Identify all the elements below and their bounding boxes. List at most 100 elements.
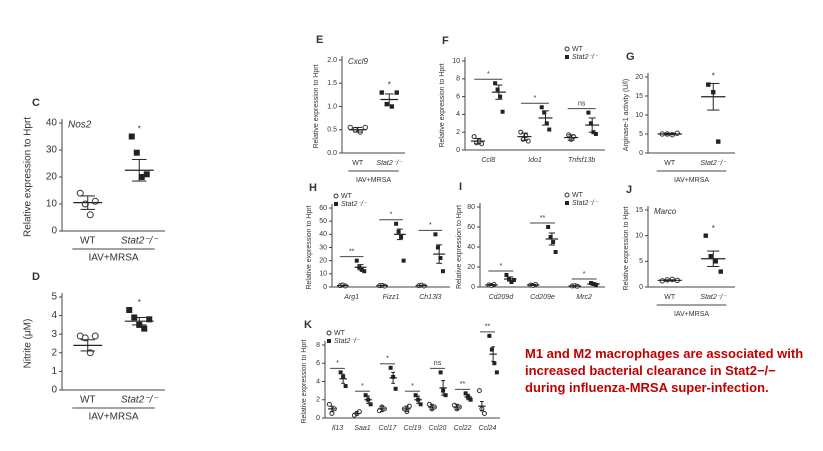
y-tick-label: 5 bbox=[639, 258, 643, 265]
point bbox=[498, 94, 503, 99]
x-tick-label: Mrc2 bbox=[576, 294, 592, 301]
point bbox=[718, 269, 723, 274]
significance: ** bbox=[349, 249, 355, 256]
point bbox=[525, 138, 531, 144]
y-tick-label: 0 bbox=[639, 150, 643, 157]
significance: * bbox=[386, 356, 389, 363]
point bbox=[396, 229, 401, 234]
y-tick-label: 0 bbox=[456, 147, 460, 154]
y-tick-label: 4 bbox=[316, 378, 320, 385]
point bbox=[435, 245, 440, 250]
x-tick-label: Tnfsf13b bbox=[568, 157, 595, 164]
legend-label: WT bbox=[572, 192, 584, 199]
x-tick-label: Saa1 bbox=[354, 425, 370, 432]
panel-label: I bbox=[459, 181, 462, 193]
y-axis-label: Relative expression to Hprt bbox=[306, 205, 313, 289]
point bbox=[333, 193, 339, 199]
point bbox=[327, 339, 331, 343]
point bbox=[393, 386, 398, 391]
x-tick-label: WT bbox=[80, 236, 96, 247]
y-tick-label: 8 bbox=[316, 342, 320, 349]
point bbox=[481, 410, 487, 416]
point bbox=[347, 124, 353, 131]
significance: * bbox=[411, 383, 414, 390]
y-tick-label: 0 bbox=[51, 226, 57, 237]
x-tick-label: Cd209e bbox=[530, 294, 555, 301]
point bbox=[511, 278, 516, 282]
point bbox=[565, 201, 569, 205]
panel-label: G bbox=[626, 51, 635, 63]
significance: * bbox=[336, 360, 339, 367]
y-tick-label: 3 bbox=[51, 329, 57, 340]
y-tick-label: 10 bbox=[635, 233, 643, 240]
y-tick-label: 20 bbox=[46, 172, 58, 183]
x-tick-label: Ccl24 bbox=[479, 425, 497, 432]
x-tick-label: Ido1 bbox=[528, 157, 542, 164]
y-tick-label: 0 bbox=[323, 284, 327, 291]
point bbox=[588, 121, 593, 126]
y-tick-label: 60 bbox=[467, 224, 475, 231]
point bbox=[401, 258, 406, 263]
significance: * bbox=[388, 81, 391, 90]
x-tick-label: Stat2⁻/⁻ bbox=[121, 236, 158, 247]
y-axis-label: Relative expression to Hprt bbox=[623, 206, 630, 290]
point bbox=[138, 174, 145, 180]
y-tick-label: 2 bbox=[51, 347, 57, 358]
point bbox=[334, 202, 338, 206]
x-tick-label: Ccl8 bbox=[481, 157, 495, 164]
x-tick-label: Stat2⁻/⁻ bbox=[376, 160, 403, 167]
point bbox=[564, 46, 570, 52]
point bbox=[394, 90, 399, 95]
point bbox=[586, 110, 591, 115]
y-tick-label: 50 bbox=[319, 218, 327, 225]
x-tick-label: Ccl22 bbox=[454, 425, 472, 432]
x-group-label: IAV+MRSA bbox=[356, 177, 391, 184]
y-tick-label: 15 bbox=[635, 93, 643, 100]
x-tick-label: Ccl19 bbox=[404, 425, 422, 432]
y-axis-label: Relative expression to Hprt bbox=[23, 117, 34, 237]
y-tick-label: 4 bbox=[456, 111, 460, 118]
point bbox=[399, 234, 404, 239]
point bbox=[389, 104, 394, 109]
x-tick-label: Stat2⁻/⁻ bbox=[700, 294, 727, 301]
y-tick-label: 1 bbox=[51, 366, 57, 377]
x-tick-label: Fizz1 bbox=[383, 294, 400, 301]
significance: ** bbox=[540, 215, 546, 222]
significance: * bbox=[534, 95, 537, 102]
y-tick-label: 40 bbox=[319, 231, 327, 238]
significance: * bbox=[712, 224, 715, 233]
point bbox=[544, 121, 549, 126]
point bbox=[489, 347, 494, 352]
y-tick-label: 30 bbox=[46, 145, 58, 156]
significance: * bbox=[429, 222, 432, 229]
x-tick-label: Stat2⁻/⁻ bbox=[121, 395, 158, 406]
y-tick-label: 20 bbox=[467, 264, 475, 271]
point bbox=[128, 133, 135, 140]
point bbox=[542, 110, 547, 115]
y-axis-label: Relative expression to Hprt bbox=[456, 205, 463, 289]
legend-label: Stat2⁻/⁻ bbox=[572, 200, 599, 207]
x-group-label: IAV+MRSA bbox=[674, 311, 709, 318]
y-tick-label: 5 bbox=[51, 292, 57, 303]
x-tick-label: Il13 bbox=[332, 425, 343, 432]
point bbox=[492, 361, 497, 366]
y-tick-label: 30 bbox=[319, 244, 327, 251]
point bbox=[564, 192, 570, 198]
x-tick-label: WT bbox=[664, 294, 676, 301]
point bbox=[388, 365, 393, 370]
significance: ** bbox=[460, 381, 466, 388]
legend-label: Stat2⁻/⁻ bbox=[334, 338, 361, 345]
point bbox=[413, 393, 418, 398]
point bbox=[703, 233, 708, 238]
significance: * bbox=[583, 271, 586, 278]
significance: * bbox=[499, 263, 502, 270]
y-tick-label: 0 bbox=[471, 284, 475, 291]
y-tick-label: 0 bbox=[51, 385, 57, 396]
significance: * bbox=[138, 298, 141, 307]
y-tick-label: 0 bbox=[639, 284, 643, 291]
point bbox=[463, 391, 468, 396]
point bbox=[487, 333, 492, 338]
y-tick-label: 20 bbox=[319, 258, 327, 265]
